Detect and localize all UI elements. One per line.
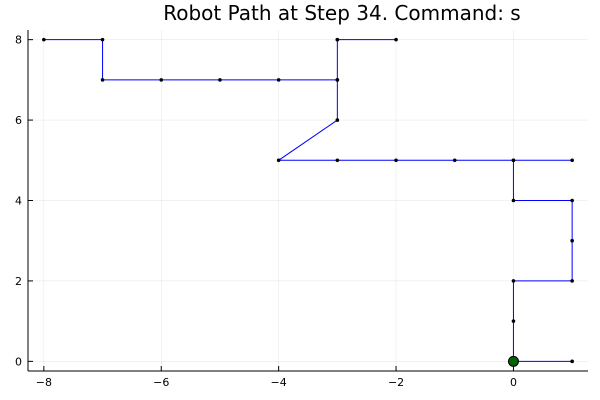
path-point — [511, 198, 516, 203]
y-tick-label: 2 — [15, 275, 22, 288]
x-tick-label: −8 — [36, 376, 52, 389]
y-tick-label: 0 — [15, 355, 22, 368]
path-point — [335, 37, 340, 42]
path-point — [335, 78, 340, 82]
path-point — [570, 238, 574, 243]
x-tick-label: −6 — [153, 376, 169, 389]
current-position-marker — [507, 355, 519, 367]
chart-title: Robot Path at Step 34. Command: s — [163, 1, 520, 25]
path-point — [100, 78, 105, 82]
path-point — [100, 37, 105, 42]
path-point — [276, 158, 281, 163]
tick-labels: −8 −6 −4 −2 0 0 2 4 6 8 — [15, 34, 517, 389]
y-tick-label: 6 — [15, 114, 22, 127]
path-point — [511, 158, 516, 163]
path-point — [159, 78, 164, 82]
axes — [27, 30, 588, 372]
path-point — [394, 37, 398, 42]
grid — [28, 30, 588, 371]
path-point — [511, 319, 516, 323]
x-tick-label: 0 — [510, 376, 517, 389]
path-point — [570, 158, 574, 163]
path-point — [276, 78, 281, 82]
x-tick-label: −2 — [388, 376, 404, 389]
path-point — [335, 158, 340, 163]
path-point — [511, 279, 516, 283]
path-point — [570, 359, 574, 364]
path-point — [570, 198, 574, 203]
path-point — [42, 37, 46, 42]
y-tick-label: 4 — [15, 195, 22, 208]
path-point — [452, 158, 457, 163]
path-markers — [42, 37, 574, 367]
x-tick-label: −4 — [271, 376, 287, 389]
path-point — [335, 118, 340, 122]
y-tick-label: 8 — [15, 34, 22, 47]
path-point — [218, 78, 222, 82]
path-point — [570, 279, 574, 283]
path-point — [394, 158, 398, 163]
